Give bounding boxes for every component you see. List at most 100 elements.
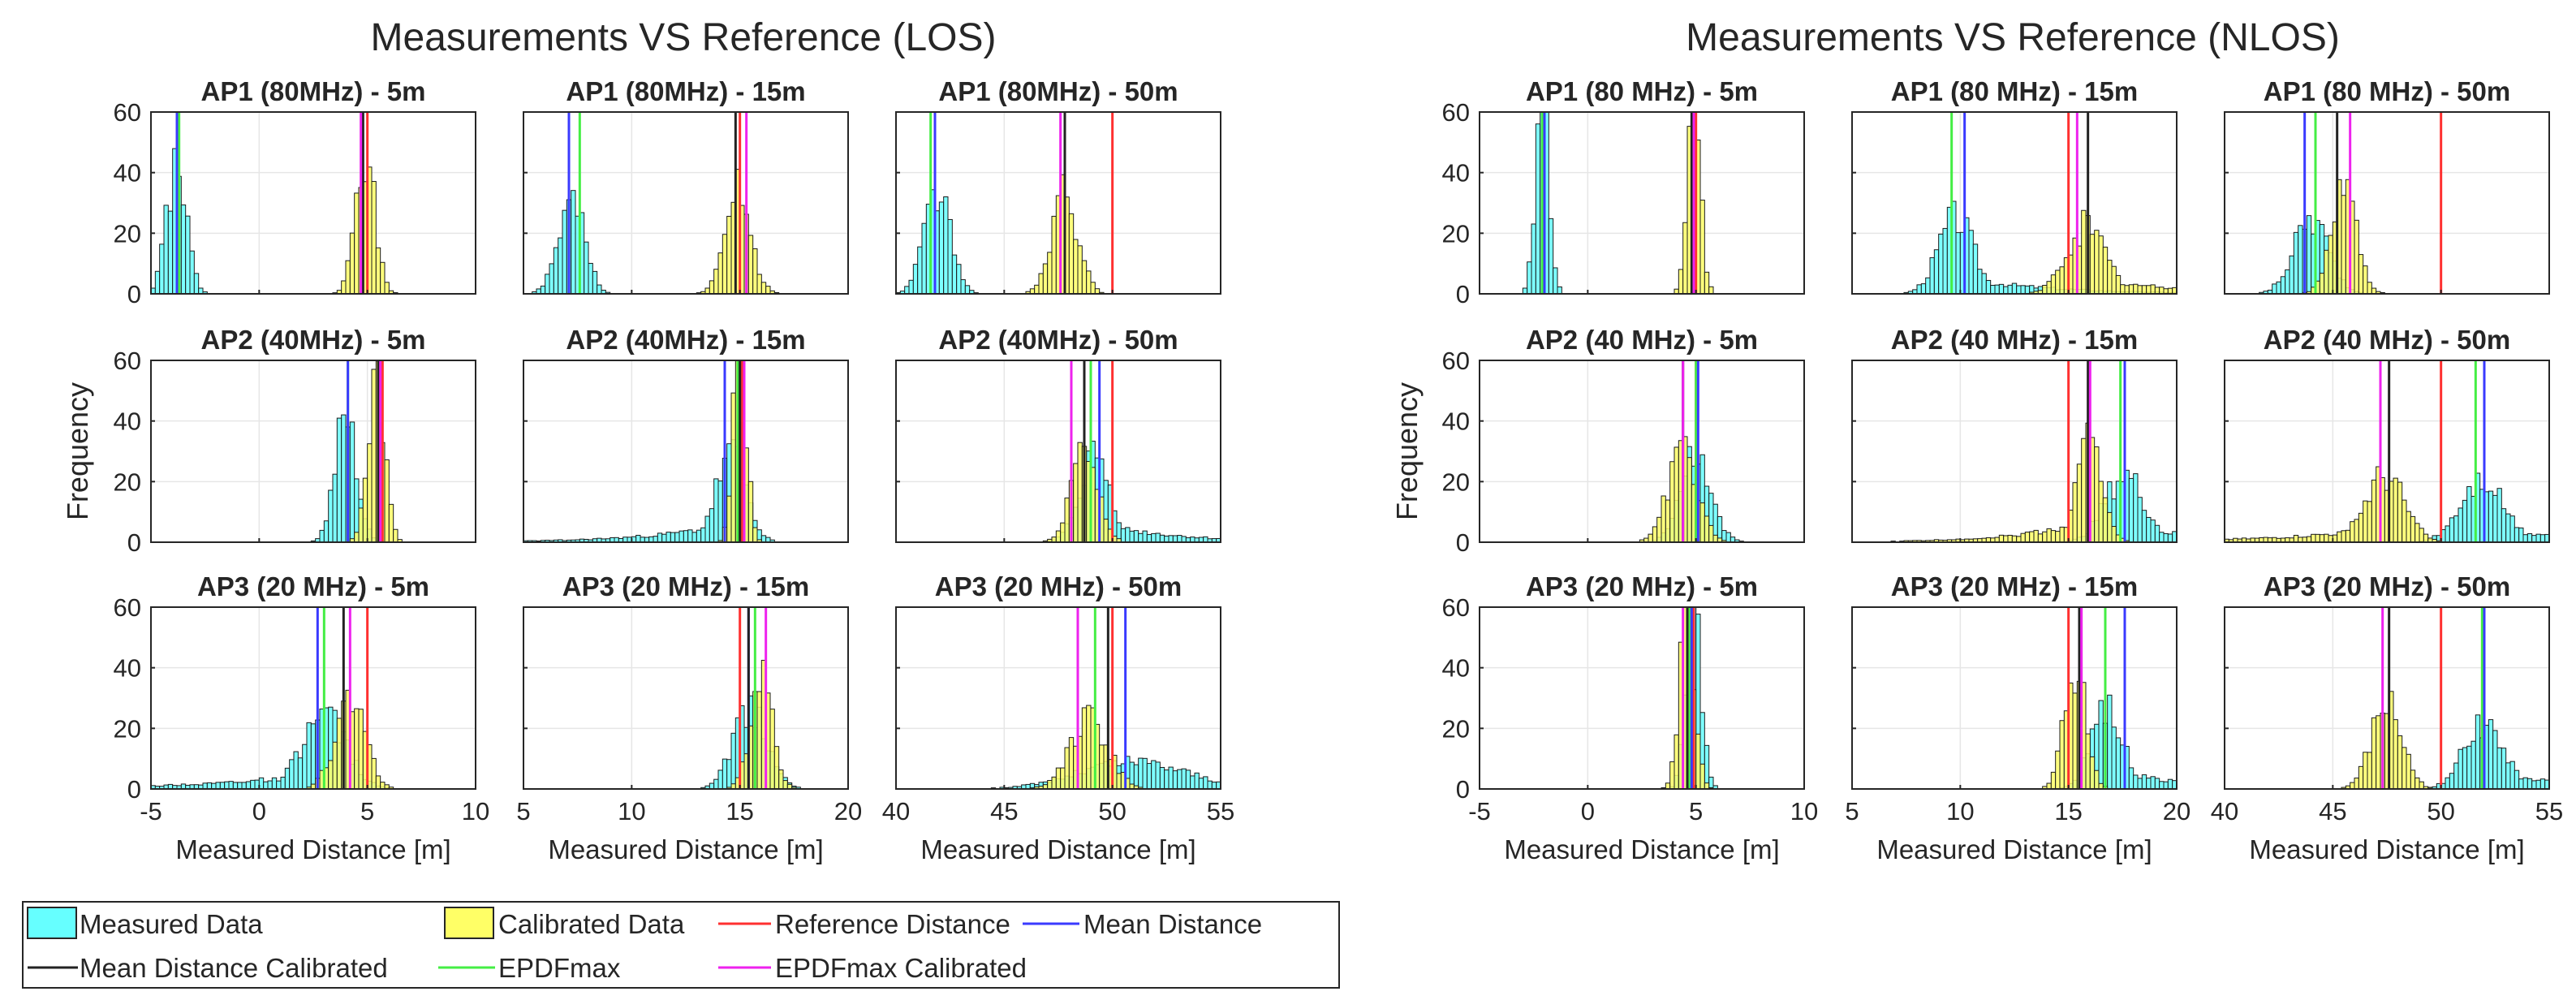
hist-bar-measured <box>293 751 299 790</box>
hist-bar-measured <box>2539 778 2546 790</box>
hist-bar-measured <box>1181 536 1187 543</box>
hist-bar-calibrated <box>2410 515 2416 543</box>
x-tick-label: 10 <box>618 797 645 825</box>
hist-bar-calibrated <box>2393 719 2398 790</box>
hist-bar-calibrated <box>2046 528 2052 543</box>
hist-bar-measured <box>224 781 230 790</box>
hist-bar-measured <box>917 246 923 295</box>
axes-frame <box>523 360 849 543</box>
hist-bar-calibrated <box>704 287 710 295</box>
hist-bar-calibrated <box>1665 782 1671 790</box>
plot-area <box>151 360 476 542</box>
hist-bar-measured <box>310 723 317 790</box>
hist-bar-calibrated <box>2033 529 2039 543</box>
x-tick-label: 0 <box>1581 797 1595 825</box>
hist-bar-calibrated <box>2397 481 2403 543</box>
hist-bar-measured <box>2272 283 2277 295</box>
hist-bar-measured <box>1155 761 1161 790</box>
hist-bar-calibrated <box>1116 773 1122 790</box>
x-tick-label: 10 <box>1790 797 1818 825</box>
hist-bar-measured <box>1929 256 1935 295</box>
hist-bar-measured <box>2509 515 2515 543</box>
subplot-title: AP1 (80MHz) - 50m <box>938 76 1178 106</box>
hist-bar-measured <box>2115 737 2122 790</box>
hist-bar-measured <box>2518 778 2524 790</box>
y-tick-label: 60 <box>114 347 141 375</box>
hist-bar-measured <box>1725 532 1731 543</box>
hist-bar-measured <box>2146 778 2152 790</box>
chart-title: Measurements VS Reference (LOS) <box>371 16 997 59</box>
hist-bar-calibrated <box>1051 215 1057 295</box>
hist-bar-measured <box>2133 774 2139 790</box>
hist-bar-measured <box>276 780 282 790</box>
hist-bar-measured <box>1194 772 1200 790</box>
hist-bar-measured <box>2501 508 2507 543</box>
subplot-title: AP3 (20 MHz) - 5m <box>1526 571 1758 601</box>
hist-bar-measured <box>2146 516 2152 543</box>
hist-bar-measured <box>2159 781 2165 790</box>
hist-bar-measured <box>2007 284 2013 295</box>
hist-bar-measured <box>232 782 239 790</box>
hist-bar-measured <box>2462 747 2468 790</box>
hist-bar-measured <box>1981 273 1987 295</box>
hist-bar-measured <box>319 529 325 543</box>
hist-bar-calibrated <box>756 691 762 790</box>
axes-frame <box>2224 360 2550 543</box>
hist-bar-measured <box>562 209 567 295</box>
hist-bar-measured <box>2098 700 2104 790</box>
hist-bar-calibrated <box>2311 533 2316 543</box>
hist-bar-calibrated <box>765 286 771 295</box>
hist-bar-measured <box>2159 532 2165 543</box>
y-tick-label: 0 <box>1456 280 1470 308</box>
hist-bar-calibrated <box>2406 511 2411 543</box>
x-axis-label: Measured Distance [m] <box>548 834 823 864</box>
hist-bar-calibrated <box>1047 252 1053 295</box>
hist-bar-calibrated <box>1682 222 1688 295</box>
x-tick-label: 45 <box>2319 797 2346 825</box>
hist-bar-calibrated <box>2003 535 2009 543</box>
hist-bar-calibrated <box>1695 733 1701 790</box>
subplot: AP2 (40 MHz) - 15m <box>1851 325 2178 543</box>
hist-bar-calibrated <box>1704 271 1710 295</box>
hist-bar-measured <box>2128 767 2134 790</box>
hist-bar-calibrated <box>367 443 373 543</box>
y-tick-label: 60 <box>1442 347 1470 375</box>
hist-bar-calibrated <box>2089 756 2096 790</box>
hist-bar-calibrated <box>2371 287 2377 295</box>
y-tick-label: 20 <box>114 219 141 248</box>
hist-bar-measured <box>297 757 304 790</box>
hist-bar-measured <box>306 722 312 790</box>
hist-bar-calibrated <box>2016 536 2022 543</box>
hist-bar-calibrated <box>2423 533 2429 543</box>
hist-bar-measured <box>215 782 221 790</box>
hist-bar-calibrated <box>2124 285 2130 295</box>
hist-bar-measured <box>206 782 213 790</box>
hist-bar-measured <box>558 237 563 295</box>
hist-bar-measured <box>2141 774 2147 790</box>
hist-bar-calibrated <box>380 782 386 790</box>
subplot-title: AP1 (80 MHz) - 50m <box>2264 76 2510 106</box>
x-tick-label: 10 <box>1946 797 1974 825</box>
hist-bar-calibrated <box>2319 273 2325 295</box>
hist-bar-measured <box>2466 486 2472 543</box>
hist-bar-measured <box>2449 773 2455 790</box>
hist-bar-measured <box>1168 766 1174 790</box>
hist-bar-measured <box>250 779 256 790</box>
hist-bar-measured <box>1942 227 1948 295</box>
hist-bar-measured <box>2535 779 2541 790</box>
hist-bar-measured <box>687 529 693 543</box>
subplot: AP1 (80MHz) - 50m <box>895 76 1221 295</box>
hist-bar-calibrated <box>1060 522 1066 543</box>
hist-bar-measured <box>1125 527 1131 543</box>
hist-bar-calibrated <box>1678 269 1684 295</box>
hist-bar-measured <box>1177 535 1182 543</box>
hist-bar-calibrated <box>2354 519 2359 543</box>
plot-area <box>151 112 476 294</box>
hist-bar-measured <box>323 520 330 543</box>
hist-bar-calibrated <box>2076 463 2083 543</box>
hist-bar-measured <box>653 536 658 543</box>
hist-bar-calibrated <box>1055 530 1062 543</box>
hist-bar-measured <box>2133 473 2139 543</box>
